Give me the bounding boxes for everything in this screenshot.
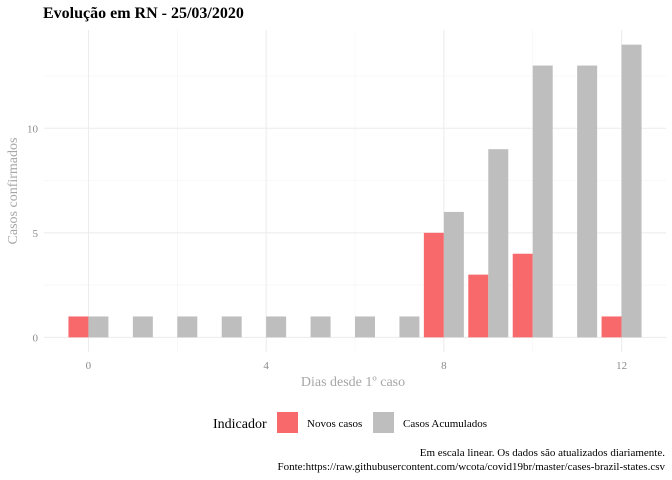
bar-novos-casos: [68, 316, 89, 338]
bars: [68, 44, 642, 338]
bar-casos-acumulados: [621, 44, 642, 338]
grid: [44, 30, 666, 352]
bar-casos-acumulados: [488, 149, 509, 338]
x-axis-label: Dias desde 1º caso: [301, 375, 405, 390]
legend: Indicador Novos casos Casos Acumulados: [213, 412, 487, 433]
bar-casos-acumulados: [221, 316, 242, 338]
legend-label-novos-casos: Novos casos: [307, 418, 362, 430]
bar-casos-acumulados: [577, 65, 598, 338]
legend-swatch-novos-casos: [277, 412, 298, 433]
x-tick-label: 0: [86, 360, 92, 372]
legend-swatch-casos-acumulados: [373, 412, 394, 433]
bar-novos-casos: [512, 253, 533, 338]
caption-line-1: Em escala linear. Os dados são atualizad…: [420, 447, 666, 459]
bar-casos-acumulados: [355, 316, 375, 338]
bar-casos-acumulados: [88, 316, 109, 338]
x-tick-label: 12: [616, 360, 627, 372]
bar-casos-acumulados: [310, 316, 331, 338]
tick-labels: 0 4 8 12 0 5 10: [27, 123, 627, 372]
caption-line-2: Fonte:https://raw.githubusercontent.com/…: [277, 461, 665, 473]
legend-label-casos-acumulados: Casos Acumulados: [403, 418, 487, 430]
bar-novos-casos: [601, 316, 622, 338]
bar-casos-acumulados: [177, 316, 198, 338]
x-tick-label: 8: [441, 360, 447, 372]
legend-title: Indicador: [213, 417, 267, 432]
bar-novos-casos: [468, 274, 489, 338]
bar-casos-acumulados: [399, 316, 420, 338]
y-tick-label: 0: [33, 332, 39, 344]
bar-novos-casos: [423, 232, 444, 338]
bar-casos-acumulados: [532, 65, 553, 338]
y-tick-label: 5: [33, 228, 39, 240]
bar-casos-acumulados: [443, 211, 464, 338]
chart-title: Evolução em RN - 25/03/2020: [43, 5, 244, 22]
y-axis-label: Casos confirmados: [6, 138, 21, 245]
bar-casos-acumulados: [132, 316, 153, 338]
y-tick-label: 10: [27, 123, 39, 135]
x-tick-label: 4: [263, 360, 269, 372]
bar-casos-acumulados: [266, 316, 287, 338]
